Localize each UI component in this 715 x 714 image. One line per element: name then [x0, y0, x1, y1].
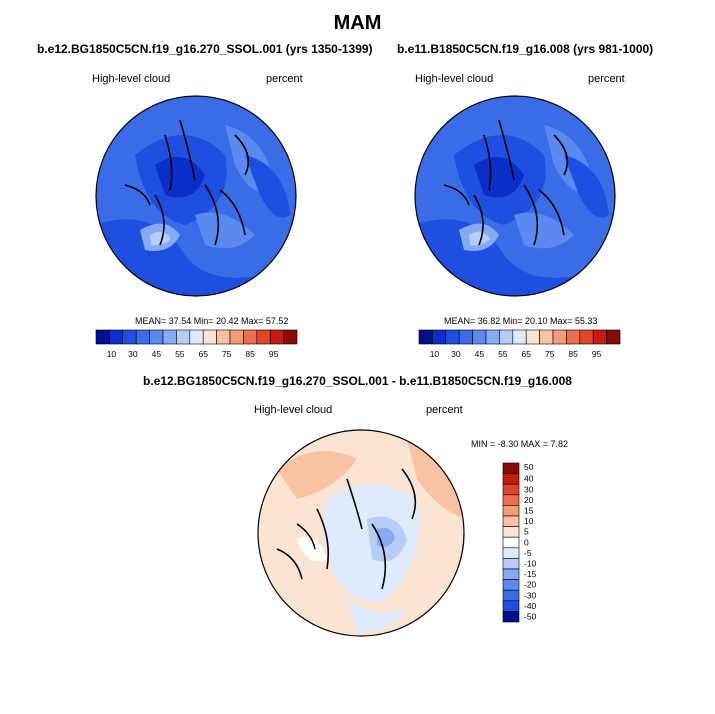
panel-2-stats: MEAN= 36.82 Min= 20.10 Max= 55.33	[444, 316, 598, 326]
panel-3-colorbar-tick-label: -40	[524, 601, 537, 611]
panel-2-colorbar-swatch	[592, 329, 607, 345]
panel-2-colorbar-swatch	[579, 329, 594, 345]
panel-3-colorbar-swatch	[502, 568, 520, 580]
panel-3-colorbar-tick-label: -15	[524, 569, 537, 579]
panel-1-colorbar-swatch	[216, 329, 231, 345]
panel-3-colorbar-swatch	[502, 536, 520, 549]
panel-2-colorbar-tick-label: 65	[522, 349, 532, 359]
panel-1-colorbar-tick-label: 75	[222, 349, 232, 359]
panel-2-colorbar-tick-label: 45	[475, 349, 485, 359]
panel-3-colorbar-tick-label: 0	[524, 537, 529, 547]
panel-3-colorbar-swatch	[502, 600, 520, 612]
panel-1-title: b.e12.BG1850C5CN.f19_g16.270_SSOL.001 (y…	[37, 42, 373, 56]
panel-1-colorbar-swatch	[122, 329, 137, 345]
panel-1-colorbar-swatch	[256, 329, 271, 345]
panel-1-colorbar-tick-label: 45	[152, 349, 162, 359]
panel-2-colorbar-swatch	[499, 329, 514, 345]
panel-3-colorbar-swatch	[502, 526, 520, 538]
panel-3-colorbar-swatch	[502, 547, 520, 559]
panel-3-colorbar-tick-label: 40	[524, 474, 534, 484]
panel-2-colorbar-swatch	[445, 329, 460, 345]
panel-3-colorbar-tick-label: 10	[524, 516, 534, 526]
panel-3-units-label: percent	[426, 404, 463, 416]
panel-1-colorbar-swatch	[202, 329, 217, 345]
panel-1-colorbar-tick-label: 65	[199, 349, 209, 359]
panel-2-colorbar-swatch	[566, 329, 581, 345]
panel-2-colorbar: 10 30 45 55 65 75 85 95	[418, 329, 621, 359]
panel-1-colorbar-tick-label: 85	[245, 349, 255, 359]
panel-1-colorbar-swatch	[176, 329, 191, 345]
panel-2-colorbar-swatch	[485, 329, 500, 345]
panel-1-colorbar-tick-label: 95	[269, 349, 279, 359]
panel-3-colorbar-tick-label: 30	[524, 484, 534, 494]
panel-3-colorbar-tick-label: -10	[524, 559, 537, 569]
panel-2-title: b.e11.B1850C5CN.f19_g16.008 (yrs 981-100…	[397, 42, 654, 56]
panel-2-colorbar-tick-label: 10	[430, 349, 440, 359]
panel-1-stats: MEAN= 37.54 Min= 20.42 Max= 57.52	[135, 316, 289, 326]
panel-3-colorbar-swatch	[502, 579, 520, 591]
panel-2-colorbar-swatch	[458, 329, 473, 345]
panel-3-colorbar-tick-label: 5	[524, 527, 529, 537]
panel-1-colorbar-tick-label: 30	[128, 349, 138, 359]
panel-3-colorbar-swatch	[502, 515, 520, 527]
panel-2-colorbar-swatch	[539, 329, 554, 345]
panel-3-colorbar-swatch	[502, 589, 520, 602]
panel-1-polar-map	[95, 95, 297, 297]
panel-3-colorbar-swatch	[502, 558, 520, 570]
panel-1-colorbar-tick-label: 10	[107, 349, 117, 359]
panel-1-colorbar-swatch	[109, 329, 124, 345]
figure-title: MAM	[333, 12, 382, 34]
panel-3-variable-label: High-level cloud	[254, 404, 333, 416]
panel-1-colorbar-swatch	[135, 329, 150, 345]
panel-3-colorbar-swatch	[502, 494, 520, 506]
panel-1-colorbar-swatch	[243, 329, 258, 345]
panel-2-colorbar-tick-label: 95	[592, 349, 602, 359]
panel-2-colorbar-swatch	[525, 329, 540, 345]
panel-1-colorbar-swatch	[162, 329, 177, 345]
panel-3-colorbar-tick-label: 50	[524, 462, 534, 472]
panel-3-stats: MIN = -8.30 MAX = 7.82	[471, 439, 569, 449]
panel-1-colorbar: 10 30 45 55 65 75 85 95	[95, 329, 298, 359]
panel-3-colorbar-tick-label: -30	[524, 590, 537, 600]
panel-2-colorbar-swatch	[606, 329, 621, 345]
panel-2-colorbar-swatch	[512, 329, 527, 345]
panel-3-colorbar-swatch	[502, 611, 520, 623]
panel-2-variable-label: High-level cloud	[415, 73, 494, 85]
panel-3-colorbar-tick-label: -50	[524, 612, 537, 622]
panel-1-units-label: percent	[266, 73, 303, 85]
panel-2-colorbar-tick-label: 85	[568, 349, 578, 359]
panel-1-colorbar-swatch	[229, 329, 244, 345]
panel-1-colorbar-tick-label: 55	[175, 349, 185, 359]
panel-3-colorbar-tick-label: -5	[524, 548, 532, 558]
panel-3-colorbar-swatch	[502, 473, 520, 485]
panel-2-colorbar-tick-label: 75	[545, 349, 555, 359]
panel-1-colorbar-swatch	[283, 329, 298, 345]
panel-2-polar-map	[414, 95, 616, 297]
panel-3-colorbar-swatch	[502, 505, 520, 517]
panel-2-colorbar-swatch	[418, 329, 433, 345]
panel-2-colorbar-swatch	[472, 329, 487, 345]
panel-1-colorbar-swatch	[189, 329, 204, 345]
panel-3-polar-map	[257, 429, 465, 637]
panel-2-colorbar-swatch	[552, 329, 567, 345]
panel-3-colorbar-tick-label: 20	[524, 495, 534, 505]
panel-3-colorbar-swatch	[502, 462, 520, 474]
panel-2-units-label: percent	[588, 73, 625, 85]
panel-1-colorbar-swatch	[149, 329, 164, 345]
panel-1-variable-label: High-level cloud	[92, 73, 171, 85]
panel-2-colorbar-swatch	[432, 329, 447, 345]
panel-3-title: b.e12.BG1850C5CN.f19_g16.270_SSOL.001 - …	[143, 374, 572, 388]
panel-2-colorbar-tick-label: 30	[451, 349, 461, 359]
panel-3-colorbar-tick-label: 15	[524, 506, 534, 516]
panel-2-colorbar-tick-label: 55	[498, 349, 508, 359]
panel-1-colorbar-swatch	[269, 329, 284, 345]
panel-3-colorbar-tick-label: -20	[524, 580, 537, 590]
panel-3-colorbar-swatch	[502, 483, 520, 496]
panel-1-colorbar-swatch	[95, 329, 110, 345]
